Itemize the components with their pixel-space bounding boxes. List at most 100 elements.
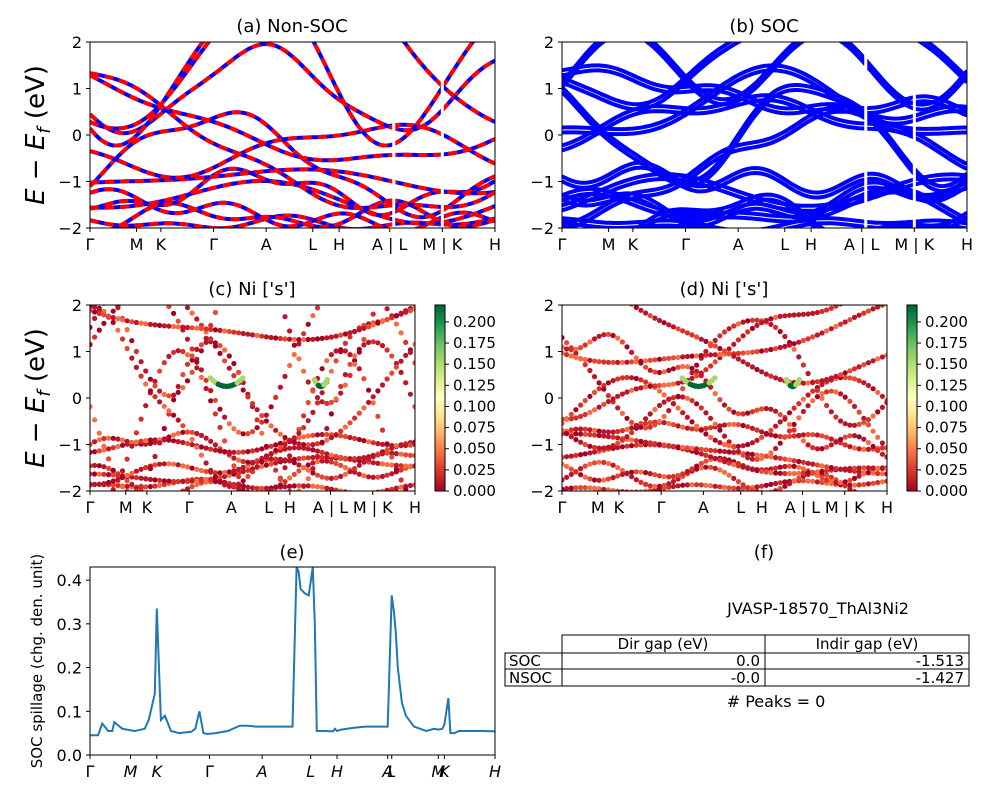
band-dot	[796, 339, 802, 345]
band-dot	[203, 460, 209, 466]
band-dot	[726, 421, 732, 427]
band-dot	[591, 407, 598, 413]
band-dot	[786, 410, 793, 416]
band-dot	[661, 369, 667, 375]
band-dot	[398, 311, 404, 317]
band-dot	[161, 323, 167, 329]
band-dot	[740, 359, 746, 365]
band-dot	[361, 455, 367, 461]
band-dot	[375, 413, 381, 419]
band-dot	[689, 445, 695, 451]
band-dot	[828, 375, 834, 381]
band-dot	[842, 467, 848, 473]
band-dot	[591, 427, 598, 433]
band-dot	[684, 445, 691, 451]
band-dot	[591, 477, 598, 483]
band-dot	[342, 382, 348, 388]
x-tick-label: M	[431, 762, 445, 781]
band-dot	[754, 452, 760, 458]
band-dot	[305, 379, 311, 385]
band-dot	[407, 308, 413, 314]
band-dot	[833, 439, 839, 445]
band-dot	[333, 475, 339, 481]
band-dot	[624, 374, 630, 381]
band-dots	[562, 305, 887, 491]
band-dot	[824, 328, 830, 334]
band-dot	[157, 322, 163, 328]
band-dot	[407, 391, 413, 397]
band-dot	[661, 392, 667, 398]
band-dot	[833, 465, 839, 472]
band-dot	[596, 404, 602, 410]
band-dot	[189, 310, 195, 316]
colorbar-tick-label: 0.050	[453, 440, 496, 458]
band-dot	[689, 419, 695, 425]
band-dot	[212, 397, 218, 403]
band-dot	[689, 466, 695, 472]
band-dot	[356, 366, 362, 372]
band-dot	[763, 482, 769, 488]
band-dot	[393, 462, 399, 468]
band-dot	[591, 485, 598, 491]
band-dot	[268, 451, 274, 457]
band-dot	[875, 356, 881, 362]
band-dot	[106, 313, 112, 319]
band-dot	[324, 431, 330, 438]
band-dot	[735, 356, 742, 362]
band-dot	[119, 442, 126, 448]
band-dot	[328, 368, 334, 374]
colorbar-tick-label: 0.150	[925, 355, 968, 373]
band-dot	[587, 476, 593, 482]
band-dot	[212, 470, 218, 476]
band-dot	[670, 483, 677, 490]
chart-y-axis-label: SOC spillage (chg. den. unit)	[28, 554, 46, 769]
band-dot	[698, 446, 704, 452]
band-dot	[870, 428, 876, 434]
band-dot	[694, 463, 700, 469]
band-dot	[610, 396, 616, 402]
band-dot	[184, 324, 191, 331]
band-dot	[90, 449, 93, 455]
band-dot	[619, 359, 626, 365]
band-dot	[263, 412, 269, 418]
band-dot	[582, 426, 588, 432]
band-dot	[865, 446, 872, 452]
band-dot	[268, 456, 274, 462]
band-dot	[754, 349, 760, 355]
ylabel-main: E − E	[21, 133, 51, 205]
band-dot	[777, 455, 783, 461]
band-dot	[175, 318, 181, 324]
band-dot	[717, 397, 723, 403]
band-dot	[198, 467, 204, 474]
band-dot	[342, 489, 348, 491]
band-dot	[791, 346, 797, 352]
band-dot	[564, 454, 570, 460]
band-dot	[273, 460, 279, 466]
band-dot	[393, 364, 399, 370]
band-dot	[314, 458, 321, 465]
band-dot	[865, 360, 872, 366]
band-dot	[310, 447, 316, 453]
band-dot	[379, 451, 386, 457]
cell-nsoc-dir: -0.0	[731, 669, 760, 687]
band-dot	[726, 460, 732, 466]
band-dot	[680, 354, 686, 360]
band-dot	[708, 447, 714, 453]
spillage-series	[90, 567, 495, 737]
band-dot	[670, 478, 677, 485]
spillage-chart: (e) SOC spillage (chg. den. unit) 0.00.1…	[28, 542, 501, 781]
band-dot	[842, 394, 848, 400]
band-dot	[749, 317, 756, 323]
band-dot	[115, 443, 121, 450]
band-dot	[680, 363, 686, 370]
band-dot	[847, 486, 853, 491]
band-dot	[217, 479, 223, 485]
band-dot	[782, 333, 788, 340]
band-dot	[703, 452, 709, 458]
band-dot	[754, 467, 760, 474]
band-dot	[601, 445, 607, 451]
band-dot	[568, 485, 574, 491]
band-dot	[773, 423, 779, 429]
band-dot	[96, 437, 102, 443]
